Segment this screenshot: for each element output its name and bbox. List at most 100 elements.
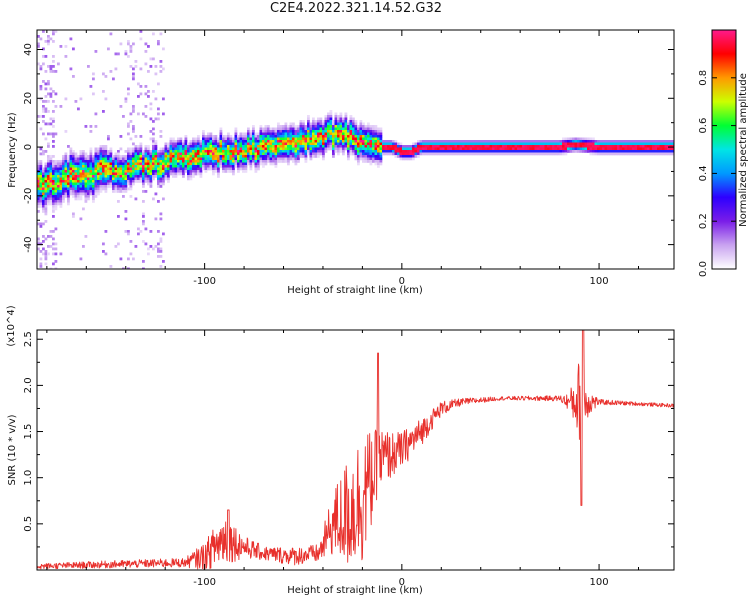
heatmap-cell [294,132,298,136]
heatmap-cell [129,150,133,153]
heatmap-cell [349,135,353,138]
heatmap-cell [69,185,73,188]
heatmap-cell [152,150,155,153]
heatmap-cell [389,145,393,148]
heatmap-cell [154,72,158,76]
heatmap-cell [169,140,173,143]
heatmap-cell [77,195,80,198]
heatmap-cell [652,142,655,146]
heatmap-cell [219,147,223,151]
heatmap-cell [332,122,335,126]
heatmap-cell [139,142,143,146]
heatmap-cell [467,142,470,146]
heatmap-cell [284,155,288,158]
heatmap-cell [349,150,353,153]
heatmap-cell [142,200,145,203]
heatmap-cell [304,142,308,146]
heatmap-cell [304,145,308,148]
heatmap-cell [79,195,83,198]
heatmap-cell [47,195,50,198]
heatmap-cell [87,187,90,191]
heatmap-cell [417,142,420,146]
heatmap-cell [239,167,243,171]
heatmap-cell [42,205,45,208]
heatmap-cell [192,162,195,166]
heatmap-cell [434,140,438,143]
heatmap-cell [374,150,378,153]
heatmap-cell [99,152,103,156]
heatmap-cell [99,147,103,151]
heatmap-cell [197,152,200,156]
heatmap-cell [554,150,558,153]
heatmap-cell [344,127,348,131]
heatmap-cell [69,180,73,183]
heatmap-cell [307,130,310,133]
heatmap-cell [607,152,610,156]
heatmap-cell [277,140,280,143]
heatmap-cell [94,182,98,186]
heatmap-cell [52,145,55,148]
heatmap-cell [442,152,445,156]
heatmap-cell [37,162,40,166]
heatmap-cell [137,82,140,86]
heatmap-cell [82,172,85,176]
heatmap-cell [192,147,195,151]
heatmap-cell [249,142,253,146]
heatmap-cell [154,167,158,171]
heatmap-cell [224,170,228,173]
heatmap-cell [47,80,50,83]
heatmap-cell [62,177,65,181]
heatmap-cell [547,142,550,146]
spectrogram-y-axis-label: Frequency (Hz) [7,112,18,188]
heatmap-cell [394,155,398,158]
heatmap-cell [467,140,470,143]
heatmap-cell [72,185,75,188]
heatmap-cell [72,187,75,191]
heatmap-cell [152,137,155,141]
heatmap-cell [547,147,550,151]
heatmap-cell [192,155,195,158]
heatmap-cell [352,125,355,128]
heatmap-cell [74,170,78,173]
heatmap-cell [324,122,328,126]
heatmap-cell [474,142,478,146]
heatmap-cell [44,167,48,171]
heatmap-cell [169,167,173,171]
colorbar-frame [711,29,737,270]
heatmap-cell [472,145,475,148]
heatmap-cell [497,147,500,151]
heatmap-cell [102,152,105,156]
heatmap-cell [134,177,138,181]
heatmap-cell [119,177,123,181]
heatmap-cell [464,150,468,153]
heatmap-cell [369,150,373,153]
heatmap-cell [502,140,505,143]
heatmap-cell [99,145,103,148]
heatmap-cell [337,137,340,141]
heatmap-cell [262,160,265,163]
heatmap-cell [182,162,185,166]
heatmap-cell [282,160,285,163]
heatmap-cell [222,152,225,156]
heatmap-cell [259,137,263,141]
heatmap-cell [162,232,165,236]
heatmap-cell [49,70,53,73]
heatmap-cell [79,157,83,161]
heatmap-cell [87,160,90,163]
heatmap-cell [119,257,123,261]
heatmap-cell [52,32,55,36]
heatmap-cell [52,110,55,113]
heatmap-cell [229,162,233,166]
heatmap-cell [127,40,130,43]
heatmap-cell [329,115,333,118]
heatmap-cell [177,155,180,158]
heatmap-cell [229,147,233,151]
heatmap-cell [184,145,188,148]
heatmap-cell [272,145,275,148]
heatmap-cell [157,175,160,178]
heatmap-cell [139,157,143,161]
heatmap-cell [264,125,268,128]
heatmap-cell [189,157,193,161]
heatmap-cell [364,140,368,143]
heatmap-cell [79,152,83,156]
